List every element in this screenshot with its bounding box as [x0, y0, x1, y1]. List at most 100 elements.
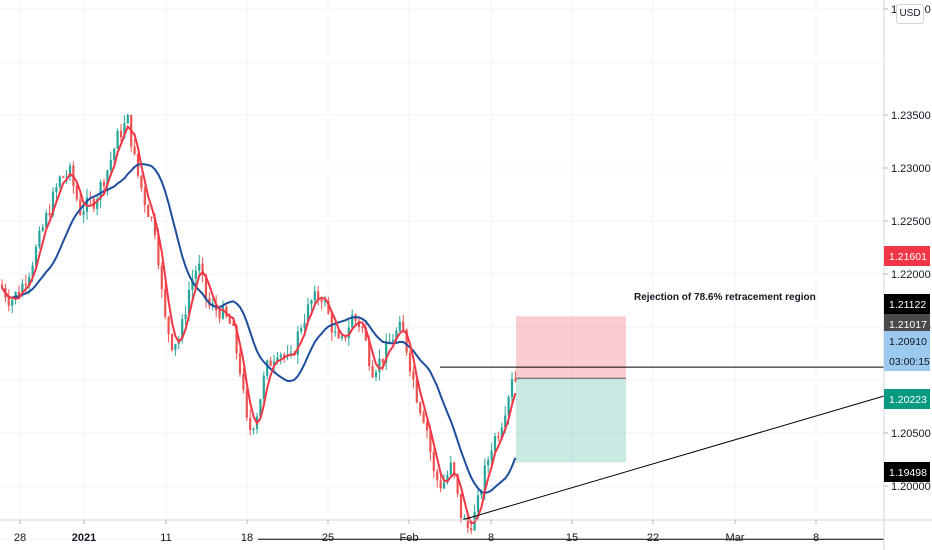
price-labels: 1.21601 1.21122 1.21017 1.20910 03:00:15 1.20…	[884, 246, 930, 482]
candle-body	[514, 379, 517, 382]
candle-body	[279, 354, 282, 358]
candle-body	[31, 265, 34, 277]
candle-body	[459, 493, 463, 519]
candle-body	[109, 159, 112, 171]
candle-body	[391, 339, 395, 342]
candle-body	[463, 517, 466, 519]
candle-body	[306, 304, 310, 323]
candle-body	[191, 278, 194, 290]
price-label-box	[884, 246, 930, 266]
candle-body	[381, 358, 384, 363]
candle-body	[422, 413, 425, 423]
candle-body	[204, 274, 208, 299]
candle-body	[313, 291, 316, 301]
candle-body	[119, 130, 123, 138]
candle-body	[7, 297, 10, 306]
price-label-text: 1.20223	[889, 394, 927, 406]
price-label-text: 03:00:15	[889, 356, 930, 368]
take-profit-zone[interactable]	[516, 378, 626, 463]
candle-body	[167, 316, 170, 335]
candle-body	[398, 321, 401, 331]
candle-body	[337, 331, 340, 339]
grid-lines	[0, 0, 884, 540]
candle-body	[133, 146, 136, 155]
candle-body	[497, 436, 500, 438]
candle-body	[79, 199, 82, 215]
candle-body	[361, 327, 364, 329]
candle-body	[470, 528, 473, 531]
candle-body	[225, 306, 228, 317]
y-tick-label: 1.23000	[891, 163, 931, 175]
x-tick-label: Mar	[726, 532, 745, 544]
x-tick-label: 22	[647, 532, 659, 544]
candle-body	[170, 334, 174, 350]
candle-body	[62, 176, 65, 178]
trend-line[interactable]	[461, 395, 885, 521]
candle-body	[11, 299, 14, 306]
candle-body	[283, 354, 286, 357]
candle-body	[436, 471, 439, 481]
candle-body	[201, 263, 204, 275]
price-label-box	[884, 389, 930, 409]
candle-body	[218, 310, 221, 319]
candle-body	[272, 361, 276, 366]
candle-body	[296, 331, 299, 355]
y-tick-label: 1.23500	[891, 110, 931, 122]
candle-body	[432, 452, 435, 472]
candle-body	[242, 373, 245, 390]
candle-body	[75, 185, 78, 200]
candle-body	[198, 263, 201, 271]
candle-body	[82, 211, 85, 215]
x-tick-label: 11	[160, 532, 171, 544]
candle-body	[402, 321, 405, 330]
candle-body	[395, 330, 398, 340]
candlestick-series	[0, 113, 517, 535]
x-tick-label: 28	[14, 532, 26, 544]
drawn-lines[interactable]	[258, 366, 885, 540]
candle-body	[65, 176, 68, 178]
x-tick-label: 25	[322, 532, 334, 544]
fast-moving-average-line	[1, 124, 517, 525]
y-tick-label: 1.20000	[891, 481, 931, 493]
candle-body	[310, 300, 313, 305]
candle-body	[28, 276, 31, 286]
candle-body	[184, 314, 187, 320]
candle-body	[483, 465, 486, 493]
candle-body	[266, 360, 269, 376]
time-axis[interactable]: 28 2021 11 18 25 Feb 8 15 22 Mar 8	[0, 519, 932, 544]
candle-body	[351, 314, 354, 328]
candle-body	[187, 289, 191, 315]
candle-body	[388, 341, 391, 343]
candle-body	[113, 148, 116, 160]
candle-body	[320, 300, 323, 302]
price-label-box	[884, 351, 930, 371]
x-tick-label: 15	[566, 532, 578, 544]
currency-button[interactable]: USD	[896, 4, 924, 24]
candle-body	[330, 313, 333, 333]
candle-body	[493, 436, 497, 451]
candle-body	[371, 366, 374, 378]
candle-body	[442, 482, 446, 489]
candle-body	[487, 460, 490, 466]
candle-body	[181, 319, 184, 340]
candle-body	[252, 428, 255, 431]
candle-body	[368, 340, 371, 367]
candle-body	[150, 217, 153, 219]
candle-body	[480, 492, 483, 496]
x-tick-label: Feb	[400, 532, 419, 544]
price-label-text: 1.21017	[889, 319, 927, 331]
moving-averages	[1, 124, 517, 525]
candle-body	[262, 375, 265, 399]
price-label-text: 1.21601	[889, 251, 927, 263]
price-axis[interactable]: 1.245001.235001.230001.225001.220001.215…	[883, 0, 931, 550]
candle-body	[466, 517, 469, 529]
candle-body	[55, 187, 58, 192]
candle-body	[425, 422, 429, 431]
candle-body	[38, 230, 41, 247]
candle-body	[340, 336, 344, 339]
long-short-position-tool[interactable]	[516, 316, 626, 463]
stop-loss-zone[interactable]	[516, 316, 626, 379]
candle-body	[510, 379, 514, 397]
